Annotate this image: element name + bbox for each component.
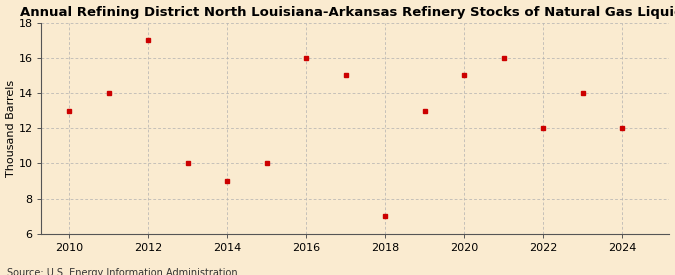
Y-axis label: Thousand Barrels: Thousand Barrels [5,80,16,177]
Text: Source: U.S. Energy Information Administration: Source: U.S. Energy Information Administ… [7,268,238,275]
Title: Annual Refining District North Louisiana-Arkansas Refinery Stocks of Natural Gas: Annual Refining District North Louisiana… [20,6,675,18]
